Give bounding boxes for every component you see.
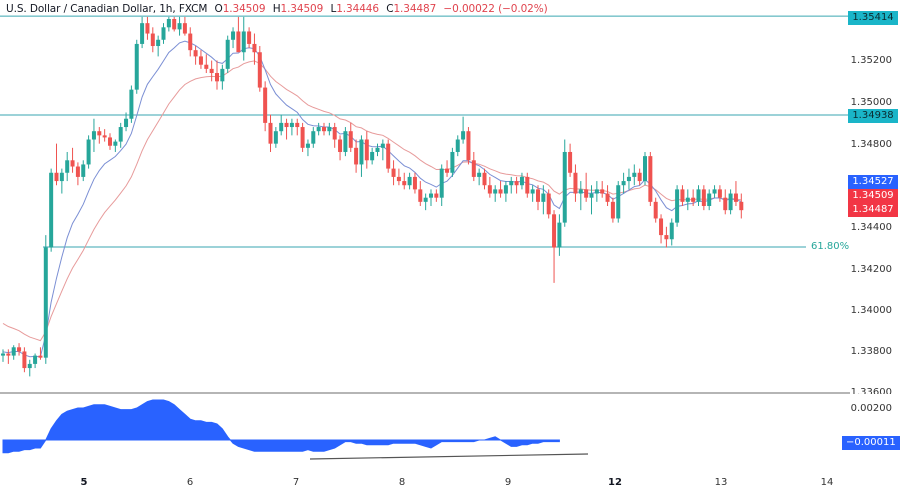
- price-tick: 1.35200: [850, 55, 892, 66]
- price-tick: 1.34800: [850, 139, 892, 150]
- time-label: 13: [714, 477, 728, 488]
- time-label: 5: [80, 477, 88, 488]
- time-label: 14: [820, 477, 834, 488]
- time-label: 8: [398, 477, 406, 488]
- moving-averages: [2, 40, 742, 358]
- time-label: 7: [292, 477, 300, 488]
- osc-tick: 0.00200: [850, 403, 892, 414]
- oscillator-trendline[interactable]: [309, 453, 589, 460]
- candlesticks: [1, 16, 744, 377]
- level-tag-support: 1.34938: [848, 109, 898, 123]
- symbol-legend: U.S. Dollar / Canadian Dollar, 1h, FXCM …: [6, 3, 548, 15]
- price-tick: 1.33800: [850, 346, 892, 357]
- time-label: 6: [186, 477, 194, 488]
- ma-value-tag: 1.34527: [848, 175, 898, 189]
- fast-ma-line: [2, 40, 742, 358]
- high-label: H: [272, 3, 281, 15]
- price-tick: 1.34400: [850, 222, 892, 233]
- low-value: 1.34446: [336, 3, 379, 15]
- high-value: 1.34509: [280, 3, 324, 15]
- open-value: 1.34509: [222, 3, 266, 15]
- close-value: 1.34487: [393, 3, 437, 15]
- oscillator-area: [2, 399, 560, 454]
- symbol-title: U.S. Dollar / Canadian Dollar, 1h, FXCM: [6, 3, 208, 15]
- open-label: O: [214, 3, 223, 15]
- low-label: L: [330, 3, 337, 15]
- close-label: C: [386, 3, 394, 15]
- oscillator-pane: [2, 399, 589, 460]
- open-value-tag: 1.34509: [848, 189, 898, 203]
- horizontal-levels: [0, 15, 850, 248]
- price-tick: 1.35000: [850, 97, 892, 108]
- change-value: −0.00022 (−0.02%): [443, 3, 548, 15]
- level-tag-resistance: 1.35414: [848, 11, 898, 25]
- price-tick: 1.34000: [850, 305, 892, 316]
- time-label: 12: [608, 477, 622, 488]
- price-tick: 1.34200: [850, 264, 892, 275]
- last-price-tag: 1.34487: [848, 203, 898, 217]
- price-tick: 1.33600: [850, 387, 892, 394]
- time-label: 9: [504, 477, 512, 488]
- slow-ma-line: [2, 60, 742, 342]
- osc-value-tag: −0.00011: [842, 436, 900, 450]
- fib-level-label: 61.80%: [811, 241, 850, 252]
